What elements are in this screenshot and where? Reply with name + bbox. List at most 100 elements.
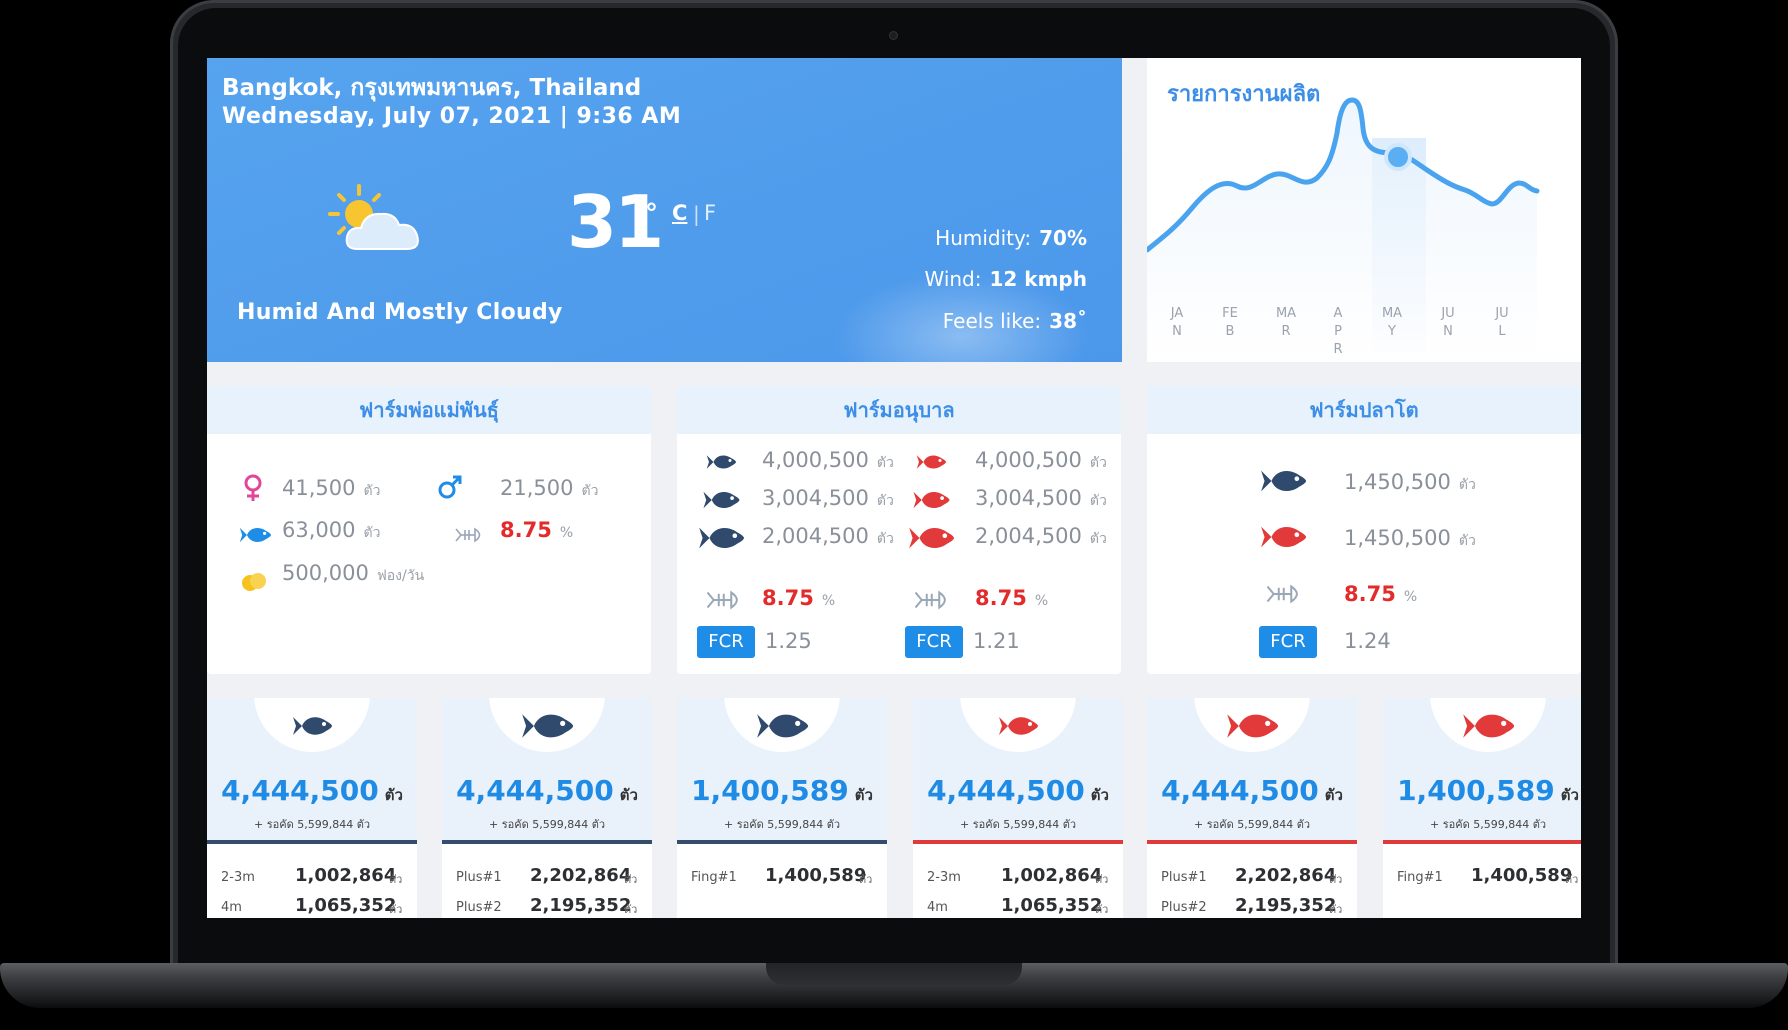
wind-stat: Wind: 12 kmph [924, 267, 1087, 291]
tile-total-value: 1,400,589 [691, 774, 849, 807]
production-panel: รายการงานผลิต JA N FE B MA R A P R MA Y JU N JU L [1147, 58, 1581, 362]
tile-fish-wrap [1461, 709, 1515, 747]
summary-tile[interactable]: 4,444,500 ตัว + รอคัด 5,599,844 ตัว 2-3m 1,0… [913, 698, 1123, 918]
nursery-left-unit: ตัว [876, 455, 894, 471]
tile-row1-label: 2-3m [221, 870, 255, 885]
tile-total: 4,444,500 ตัว [913, 774, 1123, 807]
production-title: รายการงานผลิต [1167, 82, 1321, 107]
tile-row1-label: Plus#1 [1161, 870, 1207, 885]
tile-row1-label: Plus#1 [456, 870, 502, 885]
month-label: JA [1170, 306, 1184, 321]
breeder-rate: 8.75% [500, 518, 573, 542]
tile-total-value: 1,400,589 [1397, 774, 1555, 807]
fish-bone-icon [706, 590, 738, 610]
navy-fish-icon [706, 455, 736, 469]
month-label: JU [1495, 306, 1509, 321]
growout-red-value: 1,450,500 [1344, 526, 1451, 550]
navy-fish-icon [293, 717, 332, 735]
male-value: 21,500 [500, 476, 574, 500]
tile-row1-label: 2-3m [927, 870, 961, 885]
tile-divider [1147, 840, 1357, 844]
summary-tile[interactable]: 1,400,589 ตัว + รอคัด 5,599,844 ตัว Fing#1 1… [677, 698, 887, 918]
fish-icon [239, 527, 271, 543]
fish-count: 63,000 ตัว [282, 518, 380, 544]
fish-bone-icon [914, 590, 946, 610]
summary-tile[interactable]: 4,444,500 ตัว + รอคัด 5,599,844 ตัว 2-3m 1,0… [207, 698, 417, 918]
tile-total-value: 4,444,500 [456, 774, 614, 807]
tile-divider [442, 840, 652, 844]
tile-row2-value: 2,195,352 [1235, 895, 1337, 916]
tile-pending: + รอคัด 5,599,844 ตัว [488, 818, 606, 831]
growout-red-count: 1,450,500 ตัว [1344, 526, 1476, 552]
navy-fish-icon [703, 491, 740, 509]
tile-total-unit: ตัว [1560, 786, 1579, 804]
nursery-right-unit: ตัว [1089, 531, 1107, 547]
nursery-left-count: 4,000,500 ตัว [762, 448, 894, 474]
tile-divider [913, 840, 1123, 844]
feels-like-value: 38˚ [1049, 309, 1087, 333]
summary-tile[interactable]: 4,444,500 ตัว + รอคัด 5,599,844 ตัว Plus#1 2… [442, 698, 652, 918]
unit-fahrenheit-toggle[interactable]: F [704, 201, 717, 225]
female-unit: ตัว [363, 483, 381, 499]
nursery-left-value: 4,000,500 [762, 448, 869, 472]
breeder-rate-value: 8.75 [500, 518, 552, 542]
tile-row2-label: 4m [221, 900, 242, 915]
male-unit: ตัว [581, 483, 599, 499]
tile-total: 1,400,589 ตัว [1383, 774, 1581, 807]
red-fish-icon [909, 527, 954, 549]
weather-temperature: 31 [567, 180, 664, 264]
tile-total-unit: ตัว [854, 786, 873, 804]
nursery-right-value: 3,004,500 [975, 486, 1082, 510]
degree-symbol: ° [645, 199, 658, 229]
nursery-left-rate: 8.75% [762, 586, 835, 610]
weather-datetime: Wednesday, July 07, 2021 | 9:36 AM [222, 104, 682, 129]
unit-celsius-toggle[interactable]: C [672, 201, 688, 225]
tile-total-value: 4,444,500 [927, 774, 1085, 807]
tile-fish-wrap [1225, 709, 1279, 747]
nursery-left-rate-value: 8.75 [762, 586, 814, 610]
fcr-badge: FCR [697, 626, 755, 658]
unit-separator: | [693, 202, 700, 226]
nursery-left-value: 3,004,500 [762, 486, 869, 510]
nursery-left-value: 2,004,500 [762, 524, 869, 548]
growout-rate: 8.75% [1344, 582, 1417, 606]
nursery-left-count: 3,004,500 ตัว [762, 486, 894, 512]
growout-rate-unit: % [1403, 589, 1418, 605]
month-label: FE [1222, 306, 1238, 321]
tile-row1-label: Fing#1 [1397, 870, 1443, 885]
nursery-right-unit: ตัว [1089, 493, 1107, 509]
month-label: N [1172, 324, 1182, 339]
tile-row2-unit: ตัว [624, 903, 638, 916]
growout-fcr: 1.24 [1344, 629, 1391, 653]
red-fish-icon [916, 455, 946, 469]
tile-pending: + รอคัด 5,599,844 ตัว [723, 818, 841, 831]
tile-total: 1,400,589 ตัว [677, 774, 887, 807]
growout-farm-card: ฟาร์มปลาโต 1,450,500 ตัว 1,450,500 ตัว 8.7… [1147, 386, 1581, 674]
tile-total-unit: ตัว [384, 786, 403, 804]
humidity-value: 70% [1039, 226, 1087, 250]
feels-like-label: Feels like: [942, 309, 1042, 333]
male-icon [438, 475, 462, 499]
summary-tile[interactable]: 4,444,500 ตัว + รอคัด 5,599,844 ตัว Plus#1 2… [1147, 698, 1357, 918]
nursery-right-fcr: 1.21 [973, 629, 1020, 653]
fish-bone-icon [455, 527, 481, 543]
nursery-left-unit: ตัว [876, 531, 894, 547]
tile-total-unit: ตัว [1090, 786, 1109, 804]
navy-fish-icon [1261, 470, 1307, 492]
tile-pending: + รอคัด 5,599,844 ตัว [1193, 818, 1311, 831]
tile-total-value: 4,444,500 [1161, 774, 1319, 807]
nursery-left-fcr: 1.25 [765, 629, 812, 653]
growout-blue-count: 1,450,500 ตัว [1344, 470, 1476, 496]
red-fish-icon [1227, 714, 1279, 738]
tile-row2-unit: ตัว [1095, 903, 1109, 916]
tile-row1-unit: ตัว [624, 873, 638, 886]
red-fish-icon [1261, 526, 1307, 548]
weather-panel: Bangkok, กรุงเทพมหานคร, Thailand Wednesd… [207, 58, 1122, 362]
fish-value: 63,000 [282, 518, 356, 542]
red-fish-icon [1463, 714, 1515, 738]
summary-tile[interactable]: 1,400,589 ตัว + รอคัด 5,599,844 ตัว Fing#1 1… [1383, 698, 1581, 918]
chart-area [1147, 100, 1537, 362]
tile-fish-wrap [292, 713, 332, 743]
chart-highlight-point[interactable] [1384, 143, 1412, 171]
humidity-stat: Humidity: 70% [935, 226, 1087, 250]
